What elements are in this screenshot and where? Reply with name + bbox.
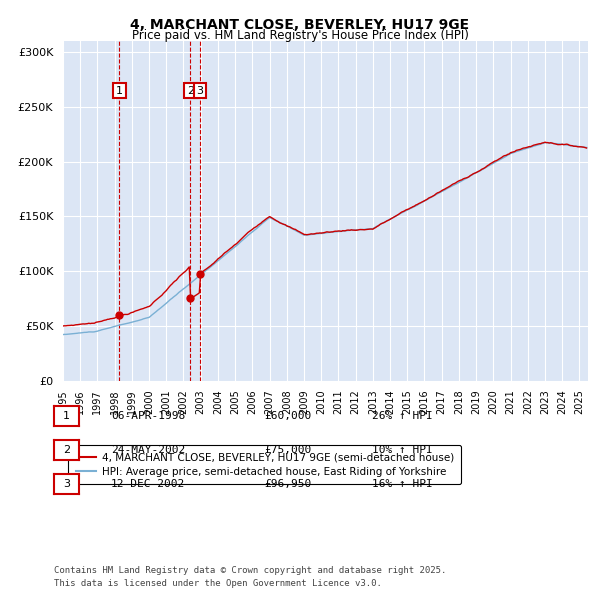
Text: 2: 2	[63, 445, 70, 455]
Text: 1: 1	[116, 86, 123, 96]
Text: 24-MAY-2002: 24-MAY-2002	[111, 445, 185, 455]
Text: 3: 3	[196, 86, 203, 96]
Text: 1: 1	[63, 411, 70, 421]
Text: 4, MARCHANT CLOSE, BEVERLEY, HU17 9GE: 4, MARCHANT CLOSE, BEVERLEY, HU17 9GE	[130, 18, 470, 32]
Text: 3: 3	[63, 480, 70, 489]
Text: Price paid vs. HM Land Registry's House Price Index (HPI): Price paid vs. HM Land Registry's House …	[131, 29, 469, 42]
Text: 2: 2	[187, 86, 194, 96]
Text: £60,000: £60,000	[264, 411, 311, 421]
Text: 16% ↑ HPI: 16% ↑ HPI	[372, 480, 433, 489]
Legend: 4, MARCHANT CLOSE, BEVERLEY, HU17 9GE (semi-detached house), HPI: Average price,: 4, MARCHANT CLOSE, BEVERLEY, HU17 9GE (s…	[68, 445, 461, 484]
Text: £75,000: £75,000	[264, 445, 311, 455]
Text: £96,950: £96,950	[264, 480, 311, 489]
Text: 06-APR-1998: 06-APR-1998	[111, 411, 185, 421]
Text: 12-DEC-2002: 12-DEC-2002	[111, 480, 185, 489]
Text: 10% ↑ HPI: 10% ↑ HPI	[372, 445, 433, 455]
Text: Contains HM Land Registry data © Crown copyright and database right 2025.
This d: Contains HM Land Registry data © Crown c…	[54, 566, 446, 588]
Text: 26% ↑ HPI: 26% ↑ HPI	[372, 411, 433, 421]
